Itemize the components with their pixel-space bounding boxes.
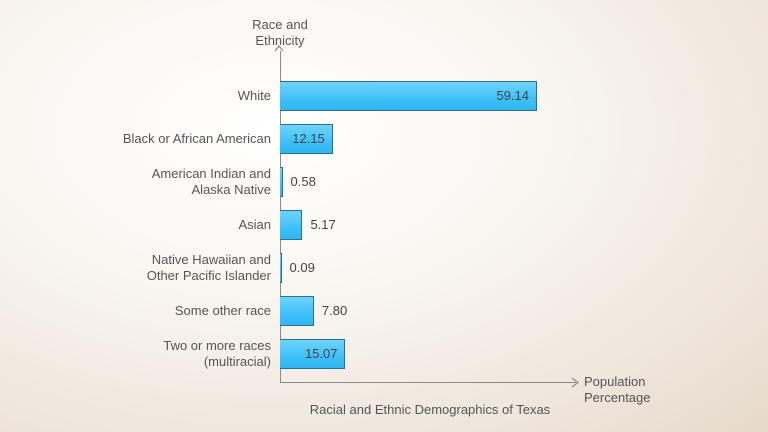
value-label: 12.15 (292, 131, 325, 146)
category-label-line: Native Hawaiian and (151, 252, 271, 267)
category-label: Some other race (71, 303, 271, 319)
category-label: Black or African American (71, 131, 271, 147)
right-arrow-icon (571, 377, 579, 388)
x-axis-line (280, 382, 576, 383)
category-label-line: Asian (238, 217, 271, 232)
category-label-line: (multiracial) (203, 354, 271, 369)
y-axis-title: Race and Ethnicity (240, 17, 320, 49)
category-label: White (71, 88, 271, 104)
x-axis-title-line1: Population (584, 374, 646, 389)
category-label-line: American Indian and (151, 166, 271, 181)
category-label: Native Hawaiian and Other Pacific Islande… (71, 252, 271, 284)
category-label-line: Two or more races (163, 338, 271, 353)
value-label: 0.09 (289, 260, 315, 275)
category-label: American Indian and Alaska Native (71, 166, 271, 198)
chart-caption: Racial and Ethnic Demographics of Texas (309, 402, 551, 417)
category-label-line: Alaska Native (191, 182, 271, 197)
value-label: 59.14 (496, 88, 529, 103)
category-label: Asian (71, 217, 271, 233)
value-label: 15.07 (304, 346, 338, 361)
bar (280, 81, 537, 111)
category-label-line: Black or African American (122, 131, 271, 146)
y-axis-title-line1: Race and (252, 17, 308, 32)
x-axis-title: Population Percentage (584, 374, 651, 406)
bar (280, 167, 283, 197)
category-label: Two or more races (multiracial) (71, 338, 271, 370)
y-axis-title-line2: Ethnicity (255, 33, 305, 48)
up-arrow-icon (274, 45, 284, 52)
category-label-line: White (237, 88, 271, 103)
value-label: 5.17 (310, 217, 336, 232)
value-label: 7.80 (321, 303, 348, 318)
category-label-line: Some other race (174, 303, 271, 318)
bar (280, 253, 282, 283)
x-axis-title-line2: Percentage (584, 390, 651, 405)
bar (280, 296, 314, 326)
bar (280, 210, 303, 240)
category-label-line: Other Pacific Islander (146, 268, 271, 283)
value-label: 0.58 (290, 174, 316, 189)
bar (280, 124, 333, 154)
bar (280, 339, 346, 369)
